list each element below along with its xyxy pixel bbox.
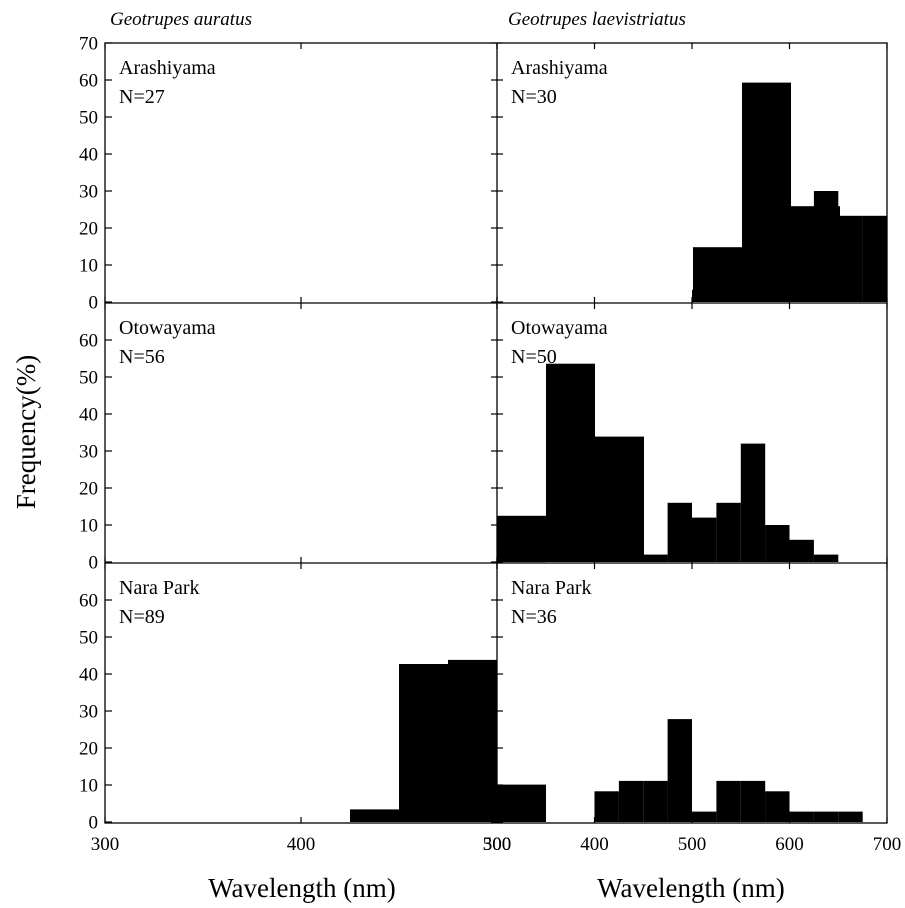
histogram-bar — [448, 659, 497, 822]
y-tick-label: 40 — [79, 405, 98, 426]
panel-site-label: Nara Park — [511, 577, 592, 599]
histogram-bar — [838, 811, 863, 822]
histogram-bar — [595, 436, 644, 562]
histogram-bar — [813, 554, 839, 562]
panel-sample-size: N=56 — [119, 346, 165, 368]
x-tick-label: 300 — [483, 834, 512, 855]
y-tick-label: 0 — [89, 293, 99, 314]
y-tick-label: 10 — [79, 776, 98, 797]
histogram-bar — [813, 811, 839, 822]
histogram-bar — [618, 780, 644, 822]
histogram-bar — [813, 191, 839, 302]
histogram-bar — [765, 791, 790, 822]
x-tick-label: 400 — [287, 834, 316, 855]
species-title-right: Geotrupes laevistriatus — [508, 9, 686, 30]
histogram-bar — [497, 784, 546, 822]
histogram-bar — [692, 289, 717, 302]
y-tick-label: 50 — [79, 368, 98, 389]
histogram-bar — [594, 554, 619, 562]
panel-site-label: Otowayama — [119, 317, 216, 339]
y-tick-label: 10 — [79, 516, 98, 537]
y-tick-label: 30 — [79, 702, 98, 723]
histogram-bar — [742, 82, 791, 302]
histogram-bar — [667, 719, 692, 822]
y-tick-label: 40 — [79, 145, 98, 166]
panel-site-label: Arashiyama — [511, 57, 608, 79]
y-tick-label: 30 — [79, 182, 98, 203]
histogram-bar — [765, 525, 790, 562]
y-tick-label: 50 — [79, 108, 98, 129]
x-tick-label: 700 — [873, 834, 902, 855]
panel-sample-size: N=36 — [511, 606, 557, 628]
histogram-bar — [789, 811, 814, 822]
y-tick-label: 10 — [79, 256, 98, 277]
x-tick-label: 300 — [91, 834, 120, 855]
histogram-bar — [838, 215, 863, 302]
histogram-bar — [546, 363, 595, 562]
y-tick-label: 0 — [89, 553, 99, 574]
y-tick-label: 0 — [89, 813, 99, 834]
x-tick-label: 600 — [775, 834, 804, 855]
histogram-bar — [643, 554, 668, 562]
y-tick-label: 60 — [79, 71, 98, 92]
histogram-bar — [716, 780, 741, 822]
species-title-left: Geotrupes auratus — [110, 9, 252, 30]
histogram-bar — [789, 539, 814, 562]
y-tick-label: 20 — [79, 739, 98, 760]
panel-sample-size: N=30 — [511, 86, 557, 108]
histogram-bar — [716, 502, 741, 562]
histogram-bar — [643, 780, 668, 822]
panel-site-label: Arashiyama — [119, 57, 216, 79]
histogram-bar — [618, 554, 644, 562]
histogram-bar — [740, 780, 766, 822]
histogram-bar — [692, 811, 717, 822]
y-axis-title: Frequency(%) — [11, 355, 41, 509]
x-tick-label: 400 — [580, 834, 609, 855]
y-tick-label: 60 — [79, 331, 98, 352]
x-axis-title-left: Wavelength (nm) — [208, 873, 396, 903]
x-tick-label: 500 — [483, 834, 512, 855]
histogram-bar — [862, 215, 887, 302]
y-tick-label: 40 — [79, 665, 98, 686]
histogram-bar — [789, 252, 814, 302]
histogram-bar — [350, 809, 399, 822]
histogram-bar — [740, 443, 766, 562]
histogram-bar — [399, 664, 448, 822]
panel-sample-size: N=50 — [511, 346, 557, 368]
x-tick-label: 500 — [678, 834, 707, 855]
y-tick-label: 30 — [79, 442, 98, 463]
histogram-bar — [692, 517, 717, 562]
panel-site-label: Otowayama — [511, 317, 608, 339]
panel-sample-size: N=89 — [119, 606, 165, 628]
histogram-bar — [667, 502, 692, 562]
y-tick-label: 20 — [79, 219, 98, 240]
y-tick-label: 50 — [79, 628, 98, 649]
y-tick-label: 70 — [79, 34, 98, 55]
y-tick-label: 60 — [79, 591, 98, 612]
histogram-bar — [765, 277, 790, 302]
histogram-bar — [497, 515, 546, 563]
plot-area: Arashiyama N=27 Arashiyama N=30 Otowayama N=5… — [79, 34, 901, 856]
panel-site-label: Nara Park — [119, 577, 200, 599]
panel-sample-size: N=27 — [119, 86, 165, 108]
x-axis-title-right: Wavelength (nm) — [597, 873, 785, 903]
histogram-bar — [594, 791, 619, 822]
y-tick-label: 20 — [79, 479, 98, 500]
